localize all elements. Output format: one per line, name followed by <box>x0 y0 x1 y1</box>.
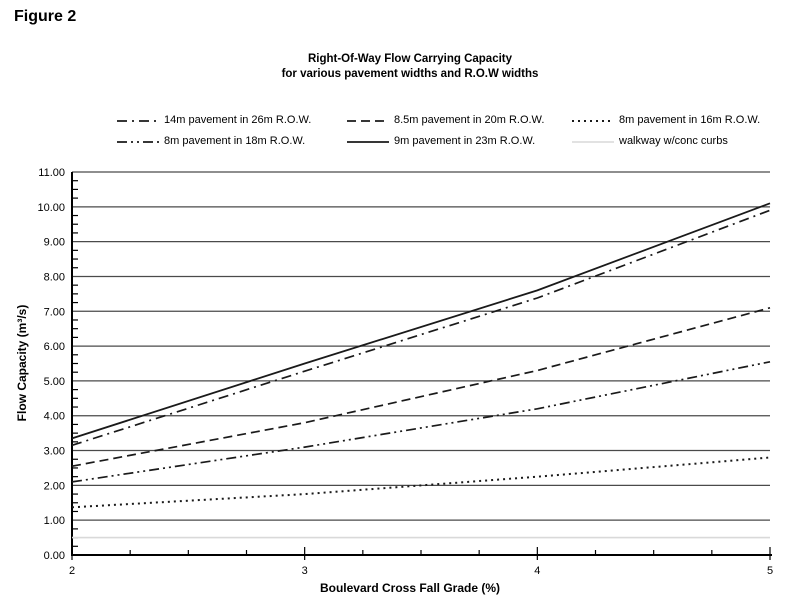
svg-text:2: 2 <box>69 565 75 577</box>
legend-label: 8m pavement in 16m R.O.W. <box>619 114 761 126</box>
chart-title-line1: Right-Of-Way Flow Carrying Capacity <box>307 53 513 65</box>
chart-title: Right-Of-Way Flow Carrying Capacity for … <box>30 52 790 82</box>
svg-text:3: 3 <box>302 565 308 577</box>
svg-text:3.00: 3.00 <box>44 446 65 458</box>
legend-item: 8m pavement in 18m R.O.W. <box>117 135 347 147</box>
svg-text:11.00: 11.00 <box>38 167 65 179</box>
chart-legend: 14m pavement in 26m R.O.W. 8.5m pavement … <box>117 114 782 147</box>
figure-label: Figure 2 <box>14 8 77 25</box>
legend-line-sample-icon <box>117 136 159 147</box>
svg-text:1.00: 1.00 <box>44 515 65 527</box>
legend-label: 14m pavement in 26m R.O.W. <box>164 114 312 126</box>
chart-title-line2: for various pavement widths and R.O.W wi… <box>281 68 539 80</box>
svg-text:6.00: 6.00 <box>44 341 65 353</box>
legend-line-sample-icon <box>347 136 389 147</box>
legend-line-sample-icon <box>117 115 159 126</box>
svg-text:9.00: 9.00 <box>44 237 65 249</box>
svg-text:4: 4 <box>534 565 540 577</box>
legend-line-sample-icon <box>347 115 389 126</box>
svg-text:4.00: 4.00 <box>44 411 65 423</box>
svg-text:0.00: 0.00 <box>44 550 65 562</box>
svg-text:5.00: 5.00 <box>44 376 65 388</box>
legend-item: 8.5m pavement in 20m R.O.W. <box>347 114 572 126</box>
svg-text:7.00: 7.00 <box>44 306 65 318</box>
legend-label: 9m pavement in 23m R.O.W. <box>394 135 536 147</box>
legend-line-sample-icon <box>572 115 614 126</box>
svg-text:5: 5 <box>767 565 773 577</box>
legend-label: 8m pavement in 18m R.O.W. <box>164 135 306 147</box>
legend-line-sample-icon <box>572 136 614 147</box>
legend-item: 9m pavement in 23m R.O.W. <box>347 135 572 147</box>
x-axis-label: Boulevard Cross Fall Grade (%) <box>319 581 501 595</box>
svg-text:8.00: 8.00 <box>44 271 65 283</box>
legend-item: 14m pavement in 26m R.O.W. <box>117 114 347 126</box>
y-axis-label: Flow Capacity (m³/s) <box>15 304 29 422</box>
svg-text:10.00: 10.00 <box>37 202 65 214</box>
svg-text:2.00: 2.00 <box>44 480 65 492</box>
legend-item: 8m pavement in 16m R.O.W. <box>572 114 782 126</box>
legend-item: walkway w/conc curbs <box>572 135 782 147</box>
legend-label: 8.5m pavement in 20m R.O.W. <box>394 114 545 126</box>
legend-label: walkway w/conc curbs <box>619 135 728 147</box>
